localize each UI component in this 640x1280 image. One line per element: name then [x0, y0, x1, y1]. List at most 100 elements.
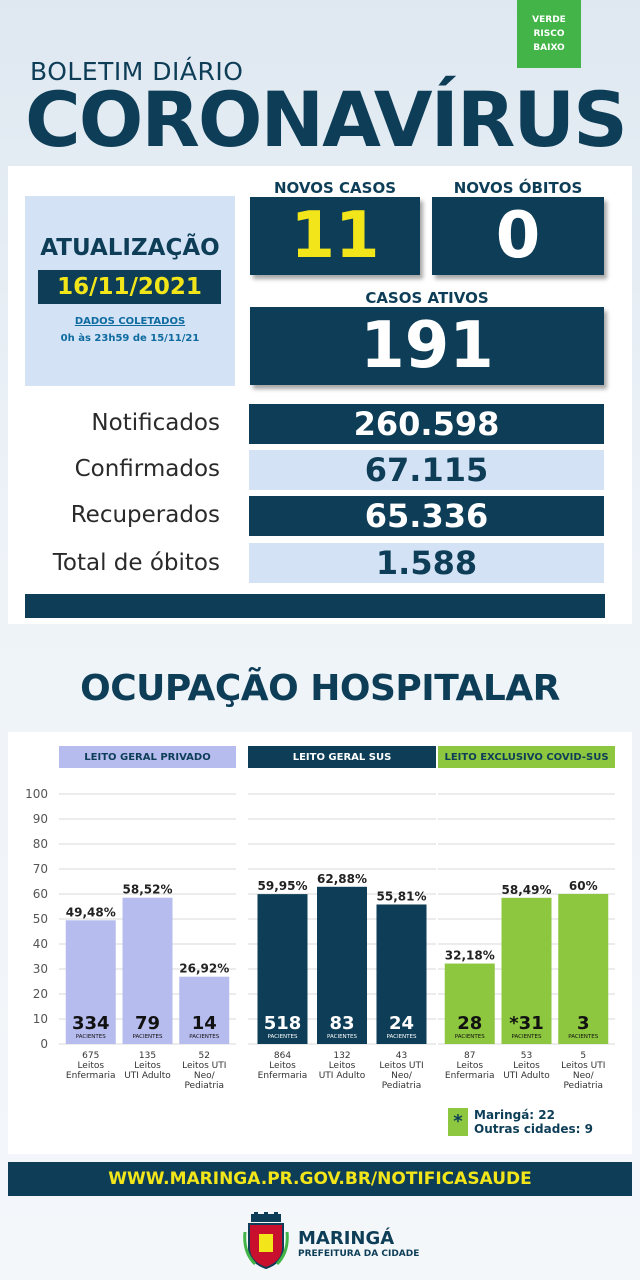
bar-pct-label: 58,49%: [502, 883, 552, 897]
bar-pct-label: 58,52%: [123, 883, 173, 897]
city-coat-of-arms-icon: [243, 1212, 289, 1270]
y-tick-label: 50: [33, 912, 48, 926]
bar-beds-count: 132: [333, 1051, 350, 1061]
bar-beds-count: 135: [139, 1051, 156, 1061]
bar: [257, 894, 308, 1044]
bar-beds-count: 675: [82, 1051, 99, 1061]
group-header-private: LEITO GERAL PRIVADO: [59, 746, 236, 768]
bar-bed-type-label: Leitos: [269, 1061, 296, 1071]
bar: [179, 976, 230, 1044]
bar-patients-count: 14: [192, 1013, 217, 1034]
y-tick-label: 70: [33, 862, 48, 876]
bar-bed-type-label: Leitos: [329, 1061, 356, 1071]
bar-bed-type-label: Pediatria: [184, 1081, 224, 1091]
y-tick-label: 20: [33, 987, 48, 1001]
bar-beds-count: 43: [396, 1051, 407, 1061]
bar-bed-type-label: Enfermaria: [258, 1071, 308, 1081]
bar: [444, 963, 495, 1044]
bar-patients-count: 28: [457, 1013, 482, 1034]
legend-other-cities: Outras cidades: 9: [474, 1122, 593, 1136]
bar-pct-label: 49,48%: [66, 905, 116, 919]
group-header-covid-sus: LEITO EXCLUSIVO COVID-SUS: [438, 746, 615, 768]
bar-patients-count: 79: [135, 1013, 160, 1034]
total-deaths-value: 1.588: [249, 543, 604, 583]
bar-patients-count: 83: [329, 1013, 354, 1034]
bar-bed-type-label: Leitos UTI: [561, 1061, 605, 1071]
y-tick-label: 100: [25, 787, 48, 801]
update-title: ATUALIZAÇÃO: [40, 235, 220, 261]
bar-patients-label: PACIENTES: [386, 1034, 417, 1040]
summary-bottom-bar: [25, 594, 605, 618]
bar-beds-count: 53: [521, 1051, 532, 1061]
bar: [558, 894, 609, 1044]
bar-bed-type-label: Enfermaria: [66, 1071, 116, 1081]
total-deaths-label: Total de óbitos: [52, 550, 220, 576]
bar-pct-label: 62,88%: [317, 872, 367, 886]
confirmed-label: Confirmados: [74, 456, 220, 482]
confirmed-value: 67.115: [249, 450, 604, 490]
risk-line-2: RISCO: [533, 29, 565, 39]
bar-bed-type-label: Pediatria: [382, 1081, 422, 1091]
bar-pct-label: 26,92%: [179, 962, 229, 976]
city-name: MARINGÁ: [298, 1228, 395, 1249]
risk-level-badge: VERDE RISCO BAIXO: [517, 0, 581, 68]
bar-bed-type-label: Neo/: [573, 1071, 595, 1081]
y-tick-label: 30: [33, 962, 48, 976]
bar-patients-label: PACIENTES: [568, 1034, 599, 1040]
bar: [122, 897, 173, 1044]
bar-patients-count: 334: [72, 1013, 110, 1034]
bar-beds-count: 87: [464, 1051, 475, 1061]
bar-patients-label: PACIENTES: [267, 1034, 298, 1040]
bar-patients-count: 24: [389, 1013, 414, 1034]
y-tick-label: 90: [33, 812, 48, 826]
page-title: CORONAVÍRUS: [25, 75, 628, 164]
bar-pct-label: 59,95%: [258, 879, 308, 893]
recovered-value: 65.336: [249, 496, 604, 536]
bulletin-subtitle: BOLETIM DIÁRIO: [30, 57, 244, 86]
y-tick-label: 0: [40, 1037, 48, 1051]
bar-patients-label: PACIENTES: [132, 1034, 163, 1040]
bar-patients-label: PACIENTES: [327, 1034, 358, 1040]
footer-url[interactable]: WWW.MARINGA.PR.GOV.BR/NOTIFICASAUDE: [8, 1162, 632, 1196]
bar: [317, 886, 367, 1044]
new-cases-label: NOVOS CASOS: [274, 179, 396, 197]
risk-line-3: BAIXO: [533, 43, 565, 53]
group-header-sus: LEITO GERAL SUS: [248, 746, 436, 768]
bar-bed-type-label: Leitos UTI: [182, 1061, 226, 1071]
bar-beds-count: 52: [199, 1051, 210, 1061]
bar-bed-type-label: Leitos: [134, 1061, 161, 1071]
data-collected-period: 0h às 23h59 de 15/11/21: [60, 333, 200, 344]
bar-bed-type-label: Neo/: [391, 1071, 413, 1081]
bar: [65, 920, 116, 1044]
y-tick-label: 10: [33, 1012, 48, 1026]
hospital-occupancy-title: OCUPAÇÃO HOSPITALAR: [80, 668, 560, 709]
bar-patients-label: PACIENTES: [455, 1034, 486, 1040]
legend-marker: *: [448, 1108, 468, 1136]
active-cases-label: CASOS ATIVOS: [365, 289, 489, 307]
legend-maringa: Maringá: 22: [474, 1108, 555, 1122]
bar-beds-count: 864: [274, 1051, 291, 1061]
bar-patients-count: 3: [577, 1013, 590, 1034]
bar-patients-count: 518: [264, 1013, 302, 1034]
bar: [501, 897, 552, 1044]
data-collected-label: DADOS COLETADOS: [74, 316, 186, 327]
bar-bed-type-label: Leitos: [513, 1061, 540, 1071]
bar-patients-count: *31: [509, 1013, 543, 1034]
new-deaths-value: 0: [432, 197, 604, 275]
recovered-label: Recuperados: [70, 502, 220, 528]
bar-bed-type-label: Enfermaria: [445, 1071, 495, 1081]
bar-patients-label: PACIENTES: [511, 1034, 542, 1040]
bar-bed-type-label: Leitos: [456, 1061, 483, 1071]
update-date: 16/11/2021: [38, 270, 221, 304]
new-deaths-label: NOVOS ÓBITOS: [453, 179, 583, 197]
bar-pct-label: 60%: [569, 879, 598, 893]
bar-pct-label: 55,81%: [377, 889, 427, 903]
active-cases-value: 191: [250, 307, 604, 385]
bar-bed-type-label: Pediatria: [563, 1081, 603, 1091]
y-tick-label: 80: [33, 837, 48, 851]
bar-patients-label: PACIENTES: [189, 1034, 220, 1040]
bar-bed-type-label: Neo/: [194, 1071, 216, 1081]
notified-value: 260.598: [249, 404, 604, 444]
bar-beds-count: 5: [580, 1051, 586, 1061]
